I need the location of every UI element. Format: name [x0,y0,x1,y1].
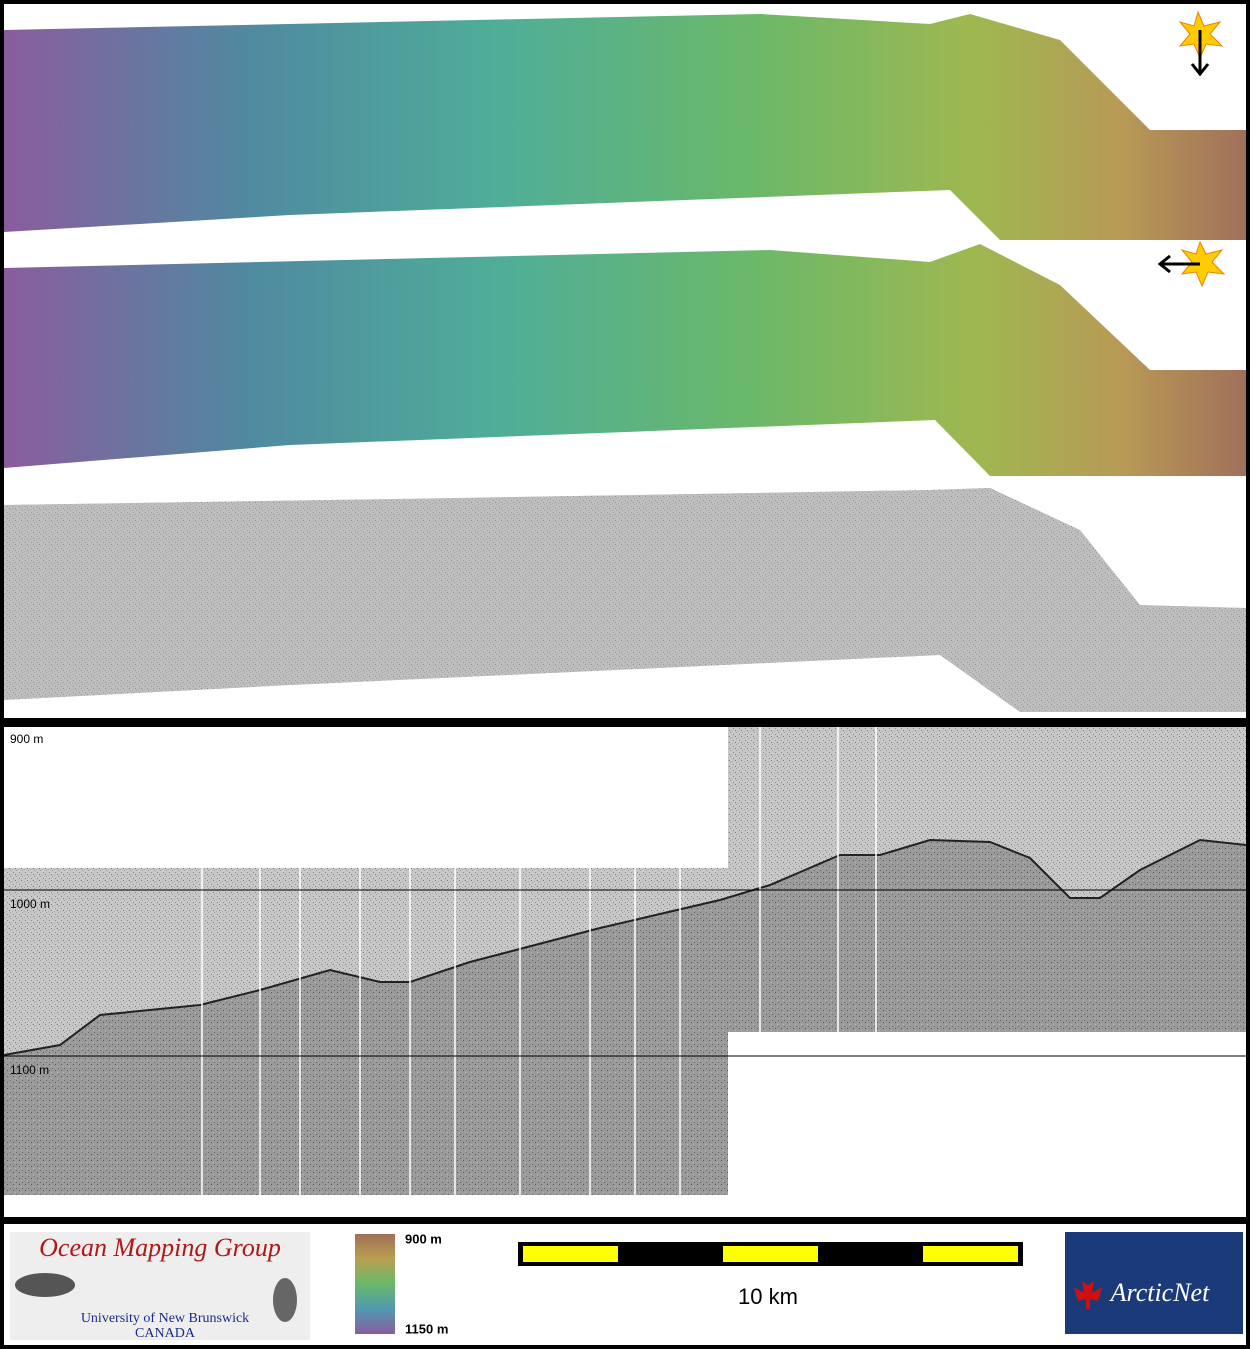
depth-label: 900 m [10,732,43,746]
colorbar-label: 1150 m [405,1321,448,1336]
colorbar [355,1234,395,1334]
scale-bar [518,1242,1023,1266]
depth-label: 1100 m [10,1063,49,1077]
ping-gaps [201,727,877,1195]
sun-icon-2 [1157,240,1226,288]
sub-bottom [4,840,1246,1195]
logo-graphic [15,1273,75,1297]
sun-icon-1 [1178,10,1224,77]
logo-graphic [273,1278,297,1322]
swath-2 [4,244,1246,476]
depth-label: 1000 m [10,897,50,911]
logo-country: CANADA [135,1326,196,1341]
maple-leaf [1074,1275,1102,1309]
logo-title: Ocean Mapping Group [39,1233,281,1262]
seafloor [3,838,1247,1056]
colorbar-label: 900 m [405,1231,442,1246]
backscatter-texture [4,488,1246,712]
swath-1 [4,14,1246,240]
logo-university: University of New Brunswick [81,1311,249,1326]
partner-logo-text: ArcticNet [1109,1278,1210,1307]
scale-label: 10 km [738,1284,798,1309]
arcticnet-logo [1065,1232,1243,1334]
